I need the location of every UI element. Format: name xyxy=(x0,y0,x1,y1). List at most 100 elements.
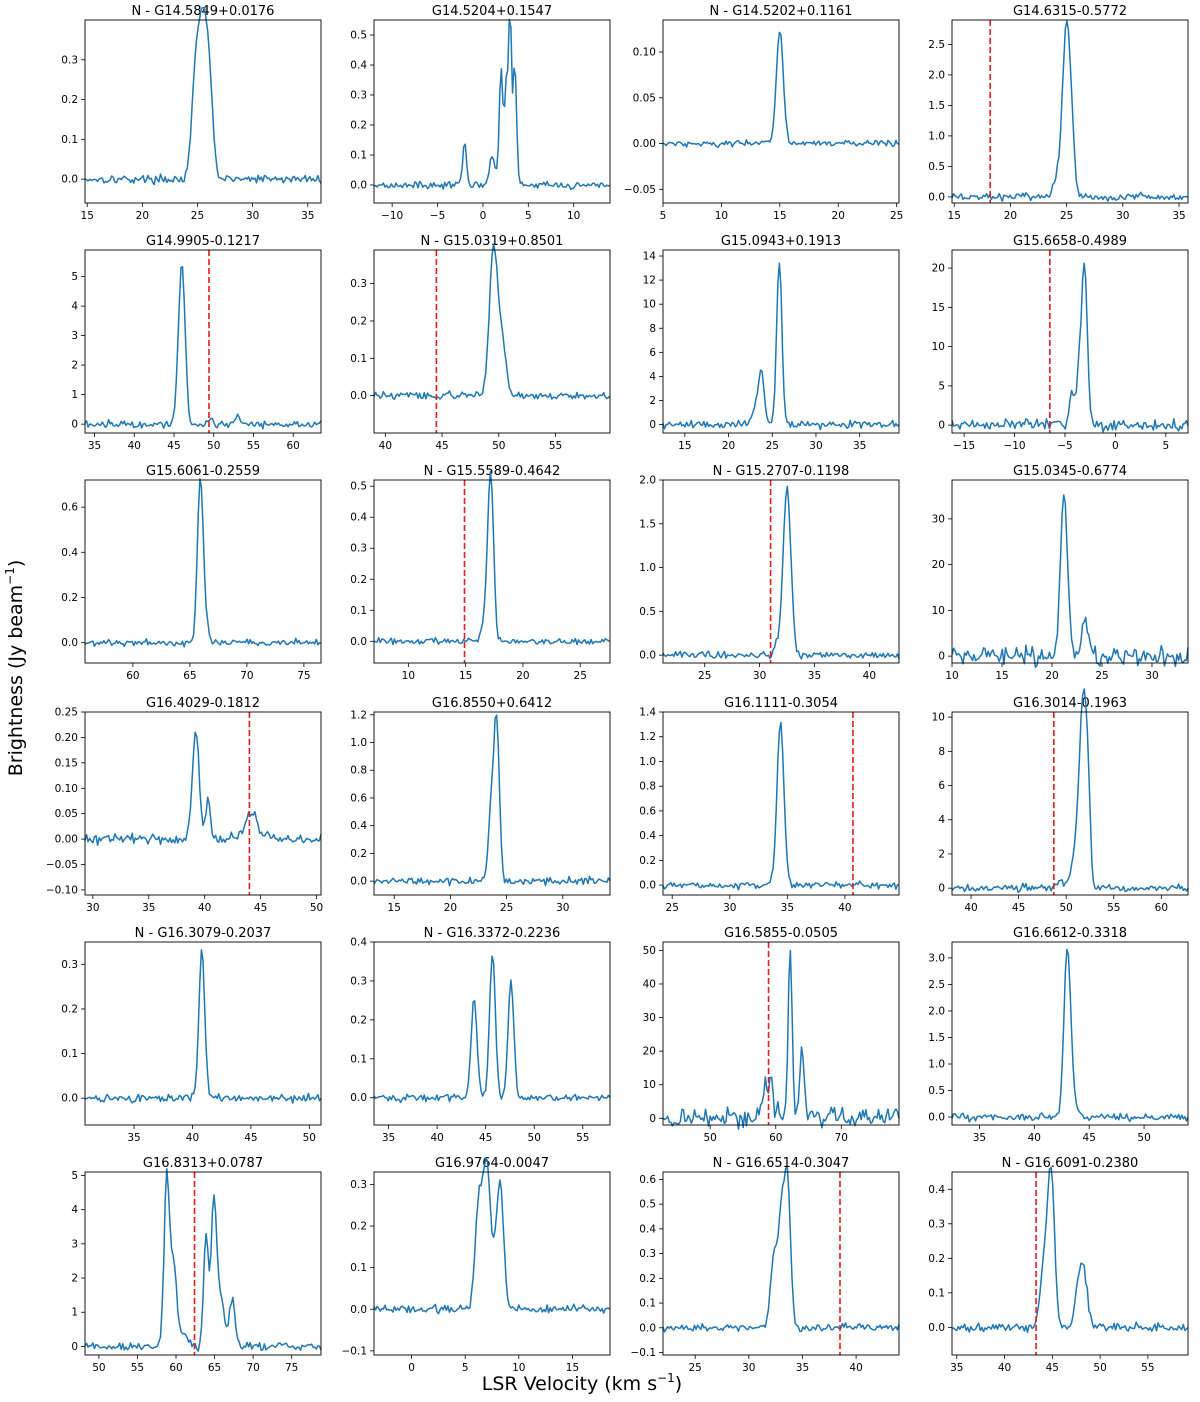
x-axis-title: LSR Velocity (km s−1) xyxy=(482,1371,682,1395)
y-tick-label: 1.5 xyxy=(928,1032,945,1044)
y-tick-label: 0 xyxy=(938,420,945,432)
y-tick-label: 0.05 xyxy=(55,808,78,820)
y-tick-label: 0.4 xyxy=(639,1223,656,1235)
y-tick-label: 0.6 xyxy=(61,502,78,514)
spectrum-panel: G16.3014-0.1963 40 45 50 55 60 0 2 4 6 8 10 xyxy=(932,688,1189,914)
x-tick-label: 20 xyxy=(832,210,845,222)
y-tick-label: 0.8 xyxy=(639,781,656,793)
x-tick-label: 70 xyxy=(246,1362,259,1374)
x-tick-label: 25 xyxy=(191,210,204,222)
x-tick-label: 20 xyxy=(1045,670,1058,682)
panel-frame xyxy=(84,1171,322,1356)
spectrum-panel: G15.6061-0.2559 60 65 70 75 0.0 0.2 0.4 0.6 xyxy=(61,464,322,682)
x-tick-label: 25 xyxy=(698,670,711,682)
x-tick-label: 5 xyxy=(1162,440,1169,452)
y-tick-label: 0.4 xyxy=(350,512,367,524)
spectrum-line xyxy=(951,1166,1189,1334)
panel-frame xyxy=(84,711,322,896)
x-tick-label: 45 xyxy=(435,440,448,452)
y-tick-label: 0.0 xyxy=(639,1322,656,1334)
x-tick-label: 50 xyxy=(1137,1132,1150,1144)
x-tick-label: 25 xyxy=(1060,210,1073,222)
x-tick-label: 35 xyxy=(127,1132,140,1144)
y-tick-label: 0 xyxy=(938,651,945,663)
y-tick-label: 3.0 xyxy=(928,952,945,964)
x-tick-label: 15 xyxy=(948,210,961,222)
x-tick-label: 5 xyxy=(660,210,667,222)
y-tick-label: 2 xyxy=(938,848,945,860)
y-tick-label: 2.5 xyxy=(928,39,945,51)
x-tick-label: 50 xyxy=(92,1362,105,1374)
x-tick-label: 55 xyxy=(549,440,562,452)
y-tick-label: 2 xyxy=(71,1273,78,1285)
x-tick-label: 45 xyxy=(1046,1362,1059,1374)
panel-frame xyxy=(373,479,611,664)
y-tick-label: 0.10 xyxy=(633,47,656,59)
y-tick-label: 1.5 xyxy=(928,100,945,112)
x-axis-title-sup: −1 xyxy=(657,1371,675,1385)
x-tick-label: 50 xyxy=(1093,1362,1106,1374)
y-tick-label: 0 xyxy=(71,1341,78,1353)
spectrum-panel: G16.1111-0.3054 25 30 35 40 0.0 0.2 0.4 0.6 0.8 1.… xyxy=(639,696,900,914)
x-tick-label: 30 xyxy=(742,1362,755,1374)
x-tick-label: 50 xyxy=(310,902,323,914)
spectrum-panel: G15.0943+0.1913 15 20 25 30 35 0 2 4 6 8 10 12 14 xyxy=(643,234,900,452)
y-tick-label: 0.1 xyxy=(350,353,367,365)
y-tick-label: 3 xyxy=(71,1238,78,1250)
x-axis-title-text: LSR Velocity (km s xyxy=(482,1373,657,1395)
y-tick-label: 0 xyxy=(938,883,945,895)
y-tick-label: 0.1 xyxy=(350,1053,367,1065)
x-tick-label: 45 xyxy=(479,1132,492,1144)
x-tick-label: 0 xyxy=(408,1362,415,1374)
spectrum-panel: G16.5855-0.0505 50 60 70 0 10 20 30 40 50 xyxy=(643,926,900,1144)
panel-frame xyxy=(662,479,900,664)
y-tick-label: 3 xyxy=(71,330,78,342)
y-tick-label: 30 xyxy=(643,1012,656,1024)
panel-title: G15.0943+0.1913 xyxy=(721,234,841,249)
x-tick-label: 70 xyxy=(240,670,253,682)
spectrum-line xyxy=(373,955,611,1104)
y-tick-label: 0.2 xyxy=(61,94,78,106)
panel-frame xyxy=(662,19,900,204)
spectrum-panel: N - G14.5202+0.1161 5 10 15 20 25 −0.05 0.00 0.0… xyxy=(624,4,904,222)
y-tick-label: 0.5 xyxy=(928,1085,945,1097)
y-tick-label: 0.2 xyxy=(350,315,367,327)
y-tick-label: 1.0 xyxy=(928,130,945,142)
panel-title: G16.8313+0.0787 xyxy=(143,1156,263,1171)
x-tick-label: −5 xyxy=(430,210,445,222)
panel-title: N - G16.3372-0.2236 xyxy=(424,926,561,941)
spectrum-line xyxy=(373,18,611,191)
x-tick-label: 15 xyxy=(566,1362,579,1374)
x-tick-label: 15 xyxy=(995,670,1008,682)
y-tick-label: 0.0 xyxy=(928,1112,945,1124)
spectrum-line xyxy=(84,478,322,648)
y-tick-label: 15 xyxy=(932,302,945,314)
x-tick-label: 45 xyxy=(1083,1132,1096,1144)
x-tick-label: 25 xyxy=(574,670,587,682)
x-tick-label: 40 xyxy=(964,902,977,914)
panel-frame xyxy=(951,1171,1189,1356)
y-tick-label: 0.0 xyxy=(928,1322,945,1334)
y-tick-label: 0.3 xyxy=(639,1248,656,1260)
y-tick-label: −0.05 xyxy=(46,859,78,871)
panel-frame xyxy=(84,479,322,664)
y-tick-label: 8 xyxy=(938,746,945,758)
y-tick-label: 0.0 xyxy=(61,1093,78,1105)
x-tick-label: 20 xyxy=(722,440,735,452)
y-tick-label: 20 xyxy=(932,559,945,571)
x-tick-label: 55 xyxy=(247,440,260,452)
y-tick-label: 30 xyxy=(932,513,945,525)
y-tick-label: 0.4 xyxy=(928,1184,945,1196)
y-tick-label: 0.4 xyxy=(350,60,367,72)
x-tick-label: 75 xyxy=(285,1362,298,1374)
y-tick-label: 10 xyxy=(932,341,945,353)
y-tick-label: 0.1 xyxy=(350,150,367,162)
y-tick-label: 0.10 xyxy=(55,783,78,795)
y-tick-label: 0.3 xyxy=(61,959,78,971)
spectrum-line xyxy=(951,688,1189,894)
y-tick-label: 0.1 xyxy=(350,1262,367,1274)
panel-title: G14.5204+0.1547 xyxy=(432,4,552,19)
y-tick-label: 0.0 xyxy=(639,880,656,892)
y-tick-label: 0 xyxy=(71,419,78,431)
